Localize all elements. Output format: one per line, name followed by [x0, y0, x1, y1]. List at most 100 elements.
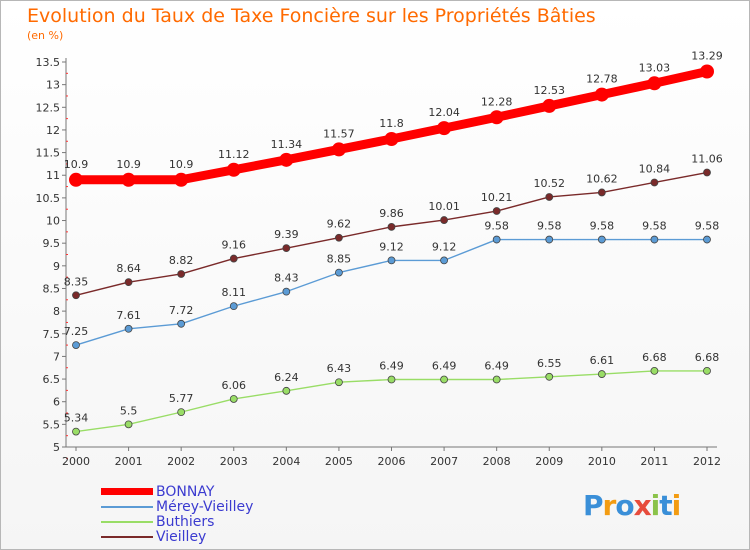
data-label: 9.16 [222, 239, 247, 252]
legend-label-buthiers: Buthiers [156, 514, 215, 530]
legend-label-bonnay: BONNAY [156, 484, 215, 500]
data-point [335, 378, 343, 387]
logo-letter: i [650, 489, 661, 522]
data-label: 6.49 [484, 360, 509, 373]
x-tick-label: 2006 [378, 455, 406, 468]
data-point [542, 98, 557, 113]
y-tick-label: 11 [46, 169, 60, 182]
y-tick-label: 13.5 [36, 56, 61, 69]
data-label: 10.21 [481, 191, 513, 204]
legend-swatch-bonnay [101, 488, 153, 495]
y-tick-label: 11.5 [36, 147, 61, 160]
data-label: 5.34 [64, 412, 89, 425]
data-point [545, 372, 554, 381]
data-label: 8.85 [327, 253, 352, 266]
y-tick-label: 9.5 [43, 237, 61, 250]
y-tick-label: 12.5 [36, 101, 61, 114]
data-point [594, 87, 609, 102]
data-label: 8.43 [274, 272, 299, 285]
data-point [492, 375, 501, 384]
data-point [124, 278, 133, 287]
data-point [279, 152, 294, 167]
data-label: 12.53 [534, 84, 566, 97]
data-label: 13.29 [691, 50, 723, 63]
y-tick-label: 10 [46, 215, 60, 228]
y-tick-label: 8 [53, 305, 60, 318]
data-label: 6.43 [327, 362, 352, 375]
x-tick-label: 2004 [272, 455, 300, 468]
data-label: 9.58 [695, 220, 720, 233]
data-label: 9.12 [379, 240, 404, 253]
data-label: 10.9 [64, 158, 89, 171]
data-label: 10.9 [116, 158, 141, 171]
data-label: 8.64 [116, 262, 141, 275]
data-label: 10.52 [534, 177, 566, 190]
data-point [703, 367, 711, 375]
y-tick-label: 8.5 [43, 282, 61, 295]
data-label: 9.58 [537, 220, 562, 233]
data-point [282, 287, 291, 296]
data-label: 10.84 [639, 162, 671, 175]
data-point [703, 235, 711, 244]
y-tick-label: 6.5 [43, 373, 61, 386]
data-point [69, 172, 83, 187]
series-line-vieilley [75, 171, 708, 296]
data-label: 9.58 [484, 220, 509, 233]
data-point [72, 291, 80, 300]
data-point [387, 222, 396, 231]
y-tick-label: 9 [53, 260, 60, 273]
x-tick-label: 2007 [430, 455, 458, 468]
data-point [177, 408, 186, 417]
data-point [229, 302, 238, 311]
x-tick-label: 2000 [62, 455, 90, 468]
data-label: 6.68 [642, 351, 667, 364]
data-label: 12.04 [428, 106, 460, 119]
chart-subtitle: (en %) [27, 29, 64, 42]
data-point [177, 270, 186, 278]
logo-letter: o [615, 489, 634, 522]
data-label: 6.61 [590, 354, 615, 367]
data-point [282, 386, 291, 395]
data-point [492, 235, 501, 244]
data-label: 11.8 [379, 117, 404, 130]
x-tick-label: 2008 [483, 455, 511, 468]
data-point [650, 178, 659, 187]
data-point [335, 268, 343, 277]
proxiti-logo: Proxiti [583, 489, 681, 522]
data-point [174, 172, 189, 187]
logo-letter: P [583, 489, 604, 522]
y-tick-label: 5 [53, 441, 60, 454]
data-label: 6.06 [222, 379, 247, 392]
data-point [597, 235, 606, 244]
data-label: 9.58 [590, 220, 615, 233]
data-point [72, 427, 80, 436]
x-tick-label: 2009 [535, 455, 563, 468]
data-point [650, 235, 659, 244]
x-tick-label: 2005 [325, 455, 353, 468]
data-point [647, 76, 662, 91]
data-label: 6.49 [432, 360, 457, 373]
logo-letter: x [633, 489, 652, 522]
data-point [282, 244, 291, 253]
legend-swatch-vieilley [101, 536, 153, 538]
legend-label-merey-vieilley: Mérey-Vieilley [156, 499, 254, 515]
data-label: 5.77 [169, 392, 194, 405]
y-tick-label: 7 [53, 350, 60, 363]
data-label: 6.68 [695, 351, 720, 364]
data-label: 9.39 [274, 228, 299, 241]
legend-swatch-buthiers [101, 521, 153, 523]
data-point [597, 188, 606, 197]
data-label: 6.55 [537, 357, 562, 370]
data-label: 11.06 [691, 153, 723, 166]
y-tick-label: 7.5 [43, 328, 61, 341]
y-tick-label: 12 [46, 124, 60, 137]
data-point [384, 132, 399, 146]
data-label: 11.12 [218, 148, 250, 161]
data-label: 7.61 [116, 309, 141, 322]
data-point [124, 420, 133, 429]
data-label: 11.34 [271, 138, 303, 151]
data-label: 8.11 [222, 286, 247, 299]
data-label: 12.28 [481, 95, 513, 108]
data-label: 13.03 [639, 61, 671, 74]
